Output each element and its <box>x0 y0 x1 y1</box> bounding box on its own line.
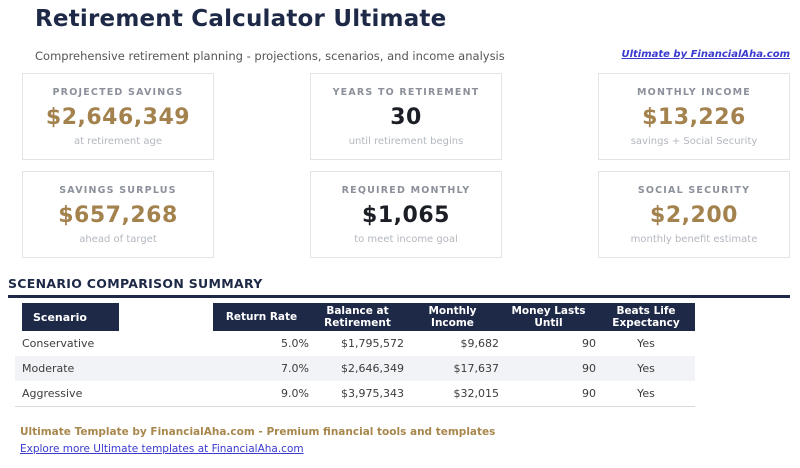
cell-monthly-income: $32,015 <box>453 387 500 400</box>
header-gap <box>119 303 213 331</box>
table-header-row: Scenario Return Rate Balance at Retireme… <box>15 303 695 331</box>
column-header-scenario: Scenario <box>22 303 119 331</box>
card-projected-savings: PROJECTED SAVINGS $2,646,349 at retireme… <box>22 73 214 160</box>
card-label: MONTHLY INCOME <box>637 87 751 98</box>
card-value: $2,646,349 <box>45 104 191 130</box>
card-label: REQUIRED MONTHLY <box>341 185 471 196</box>
table-header-block: Return Rate Balance at Retirement Monthl… <box>213 303 695 331</box>
table-row-aggressive: Aggressive 9.0% $3,975,343 $32,015 90 Ye… <box>15 381 695 406</box>
card-subtext: ahead of target <box>79 234 157 245</box>
card-subtext: until retirement begins <box>348 136 464 147</box>
cell-scenario: Conservative <box>22 337 95 350</box>
card-label: YEARS TO RETIREMENT <box>332 87 480 98</box>
card-monthly-income: MONTHLY INCOME $13,226 savings + Social … <box>598 73 790 160</box>
cell-beats-life: Yes <box>637 337 655 350</box>
page-subtitle: Comprehensive retirement planning - proj… <box>35 49 505 63</box>
scenario-comparison-table: Scenario Return Rate Balance at Retireme… <box>15 303 695 407</box>
card-required-monthly: REQUIRED MONTHLY $1,065 to meet income g… <box>310 171 502 258</box>
cell-balance: $2,646,349 <box>341 362 404 375</box>
column-header-monthly-income: Monthly Income <box>428 304 477 329</box>
cell-beats-life: Yes <box>637 387 655 400</box>
cell-scenario: Aggressive <box>22 387 83 400</box>
cell-money-lasts: 90 <box>582 362 596 375</box>
card-label: SOCIAL SECURITY <box>637 185 751 196</box>
column-header-money-lasts: Money Lasts Until <box>511 304 586 329</box>
cell-return-rate: 7.0% <box>281 362 309 375</box>
cell-scenario: Moderate <box>22 362 75 375</box>
column-header-beats-life: Beats Life Expectancy <box>612 304 680 329</box>
card-years-to-retirement: YEARS TO RETIREMENT 30 until retirement … <box>310 73 502 160</box>
column-header-balance: Balance at Retirement <box>324 304 391 329</box>
card-value: $13,226 <box>642 104 746 130</box>
table-row-moderate: Moderate 7.0% $2,646,349 $17,637 90 Yes <box>15 356 695 381</box>
card-value: $1,065 <box>362 202 450 228</box>
cell-monthly-income: $17,637 <box>453 362 500 375</box>
card-label: SAVINGS SURPLUS <box>59 185 177 196</box>
cell-money-lasts: 90 <box>582 387 596 400</box>
card-subtext: monthly benefit estimate <box>630 234 758 245</box>
footer-tagline: Ultimate Template by FinancialAha.com - … <box>20 426 496 438</box>
card-subtext: to meet income goal <box>354 234 458 245</box>
cell-monthly-income: $9,682 <box>460 337 500 350</box>
cell-return-rate: 9.0% <box>281 387 309 400</box>
brand-link-top[interactable]: Ultimate by FinancialAha.com <box>621 49 790 60</box>
cell-balance: $1,795,572 <box>341 337 404 350</box>
column-header-return-rate: Return Rate <box>225 310 298 323</box>
cell-return-rate: 5.0% <box>281 337 309 350</box>
footer-explore-link[interactable]: Explore more Ultimate templates at Finan… <box>20 443 304 455</box>
table-row-conservative: Conservative 5.0% $1,795,572 $9,682 90 Y… <box>15 331 695 356</box>
cell-balance: $3,975,343 <box>341 387 404 400</box>
stat-card-grid: PROJECTED SAVINGS $2,646,349 at retireme… <box>22 73 790 258</box>
cell-beats-life: Yes <box>637 362 655 375</box>
card-social-security: SOCIAL SECURITY $2,200 monthly benefit e… <box>598 171 790 258</box>
card-value: 30 <box>390 104 422 130</box>
card-savings-surplus: SAVINGS SURPLUS $657,268 ahead of target <box>22 171 214 258</box>
card-subtext: at retirement age <box>74 136 162 147</box>
card-value: $657,268 <box>58 202 178 228</box>
cell-money-lasts: 90 <box>582 337 596 350</box>
card-subtext: savings + Social Security <box>630 136 758 147</box>
card-value: $2,200 <box>650 202 738 228</box>
page-title: Retirement Calculator Ultimate <box>35 6 447 32</box>
card-label: PROJECTED SAVINGS <box>52 87 184 98</box>
section-divider <box>8 295 790 298</box>
section-title-scenario-comparison: SCENARIO COMPARISON SUMMARY <box>8 276 263 291</box>
